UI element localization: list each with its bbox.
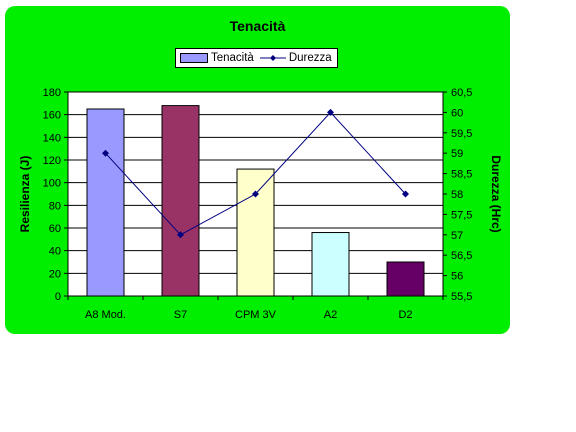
legend-label-tenacita: Tenacità (211, 52, 254, 64)
y-tick-label: 100 (43, 178, 61, 190)
plot-border (67, 91, 444, 297)
y-tick-label: 140 (43, 132, 61, 144)
y2-axis-title: Durezza (Hrc) (489, 155, 503, 232)
y2-tick-label: 57 (451, 230, 463, 242)
durezza-point-3 (252, 190, 259, 198)
durezza-point-5 (402, 190, 409, 198)
y-tick-label: 20 (49, 268, 61, 280)
bar-3 (236, 168, 275, 297)
x-tick-label: D2 (398, 309, 412, 321)
legend-item-durezza: Durezza (259, 52, 332, 64)
y-tick-label: 120 (43, 155, 61, 167)
y2-tick-label: 60 (451, 107, 463, 119)
legend: Tenacità Durezza (175, 48, 338, 68)
legend-label-durezza: Durezza (288, 52, 332, 64)
y2-tick-label: 56 (451, 271, 463, 283)
durezza-point-2 (177, 231, 184, 239)
y2-tick-label: 56,5 (451, 250, 472, 262)
x-tick-label: CPM 3V (235, 309, 277, 321)
y-tick-label: 160 (43, 110, 61, 122)
legend-item-tenacita: Tenacità (180, 52, 254, 64)
legend-line-marker-icon (259, 55, 286, 61)
y2-tick-label: 55,5 (451, 291, 472, 303)
y2-tick-label: 57,5 (451, 209, 472, 221)
y-axis-title: Resilienza (J) (18, 156, 32, 233)
bar-4 (311, 232, 350, 297)
bar-1 (86, 108, 125, 297)
durezza-point-1 (102, 149, 109, 157)
x-tick-label: A8 Mod. (85, 309, 126, 321)
y-tick-label: 0 (55, 291, 61, 303)
chart-title: Tenacità (229, 18, 286, 34)
bar-5 (386, 261, 425, 297)
y2-tick-label: 59,5 (451, 128, 472, 140)
y-tick-label: 40 (49, 246, 61, 258)
bar-2 (161, 105, 200, 297)
legend-swatch-bar (180, 53, 208, 63)
y2-tick-label: 58 (451, 189, 463, 201)
y2-tick-label: 60,5 (451, 87, 472, 99)
durezza-point-4 (327, 108, 334, 116)
y2-tick-label: 58,5 (451, 169, 472, 181)
x-tick-label: S7 (174, 309, 187, 321)
x-tick-label: A2 (324, 309, 337, 321)
y2-tick-label: 59 (451, 148, 463, 160)
y-tick-label: 80 (49, 200, 61, 212)
y-tick-label: 180 (43, 87, 61, 99)
y-tick-label: 60 (49, 223, 61, 235)
